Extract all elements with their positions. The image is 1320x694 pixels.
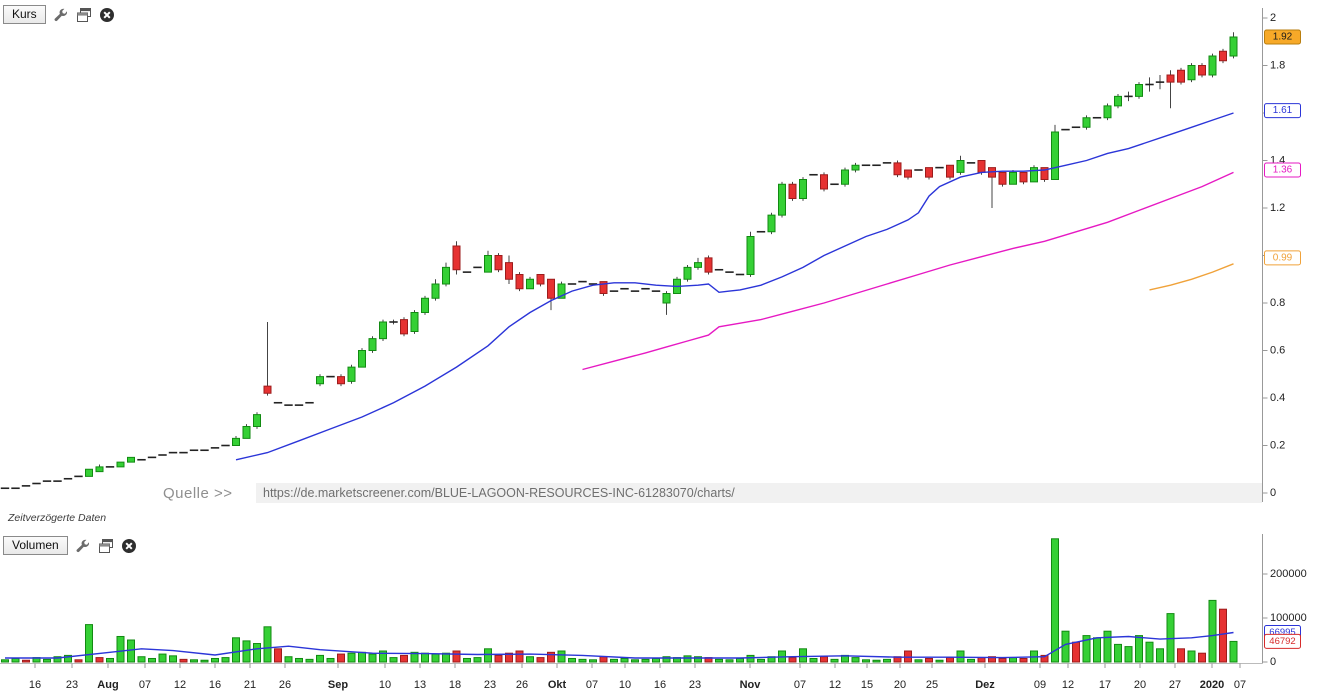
svg-text:16: 16 [29, 679, 41, 691]
svg-text:2020: 2020 [1200, 679, 1224, 691]
svg-text:0.4: 0.4 [1270, 392, 1285, 404]
delayed-data-note: Zeitverzögerte Daten [8, 512, 107, 524]
svg-text:25: 25 [926, 679, 938, 691]
source-bar: https://de.marketscreener.com/BLUE-LAGOO… [256, 483, 1262, 503]
svg-text:200000: 200000 [1270, 568, 1307, 580]
svg-text:26: 26 [279, 679, 291, 691]
svg-text:1.36: 1.36 [1273, 165, 1293, 176]
volume-panel-header: Volumen [3, 536, 137, 555]
wrench-icon[interactable] [53, 7, 69, 23]
svg-text:10: 10 [619, 679, 631, 691]
source-label: Quelle >> [163, 484, 233, 502]
svg-text:07: 07 [1234, 679, 1246, 691]
source-url[interactable]: https://de.marketscreener.com/BLUE-LAGOO… [263, 486, 735, 500]
svg-text:1.2: 1.2 [1270, 202, 1285, 214]
svg-text:13: 13 [414, 679, 426, 691]
volume-panel-title: Volumen [3, 536, 68, 555]
svg-text:23: 23 [689, 679, 701, 691]
svg-text:18: 18 [449, 679, 461, 691]
svg-text:12: 12 [829, 679, 841, 691]
svg-text:46792: 46792 [1269, 636, 1295, 647]
svg-text:100000: 100000 [1270, 612, 1307, 624]
svg-text:12: 12 [1062, 679, 1074, 691]
price-panel-title: Kurs [3, 5, 46, 24]
svg-text:16: 16 [209, 679, 221, 691]
svg-text:0: 0 [1270, 487, 1276, 499]
svg-text:10: 10 [379, 679, 391, 691]
svg-text:23: 23 [66, 679, 78, 691]
svg-text:12: 12 [174, 679, 186, 691]
svg-text:21: 21 [244, 679, 256, 691]
svg-text:Dez: Dez [975, 679, 995, 691]
moving-average-long-magenta [582, 171, 1234, 371]
close-icon[interactable] [99, 7, 115, 23]
svg-text:07: 07 [139, 679, 151, 691]
svg-text:17: 17 [1099, 679, 1111, 691]
svg-text:20: 20 [894, 679, 906, 691]
svg-text:26: 26 [516, 679, 528, 691]
svg-text:0: 0 [1270, 656, 1276, 668]
svg-text:1.61: 1.61 [1273, 105, 1293, 116]
svg-text:23: 23 [484, 679, 496, 691]
svg-text:09: 09 [1034, 679, 1046, 691]
svg-text:07: 07 [794, 679, 806, 691]
svg-text:2: 2 [1270, 12, 1276, 24]
svg-text:Nov: Nov [740, 679, 762, 691]
volume-moving-average-blue [5, 631, 1234, 659]
svg-text:66995: 66995 [1269, 627, 1295, 638]
svg-text:Okt: Okt [548, 679, 567, 691]
svg-text:0.6: 0.6 [1270, 345, 1285, 357]
svg-text:0.99: 0.99 [1273, 252, 1293, 263]
price-panel-header: Kurs [3, 5, 115, 24]
svg-text:0.2: 0.2 [1270, 440, 1285, 452]
svg-text:20: 20 [1134, 679, 1146, 691]
svg-text:0.8: 0.8 [1270, 297, 1285, 309]
svg-text:Aug: Aug [97, 679, 118, 691]
svg-text:1.92: 1.92 [1273, 32, 1293, 43]
moving-average-short-blue [235, 112, 1234, 461]
window-icon[interactable] [76, 7, 92, 23]
svg-text:15: 15 [861, 679, 873, 691]
svg-text:27: 27 [1169, 679, 1181, 691]
window-icon[interactable] [98, 538, 114, 554]
svg-text:07: 07 [586, 679, 598, 691]
close-icon[interactable] [121, 538, 137, 554]
wrench-icon[interactable] [75, 538, 91, 554]
trend-line-orange [1149, 263, 1234, 291]
svg-text:1.8: 1.8 [1270, 60, 1285, 72]
svg-text:16: 16 [654, 679, 666, 691]
svg-text:Sep: Sep [328, 679, 348, 691]
